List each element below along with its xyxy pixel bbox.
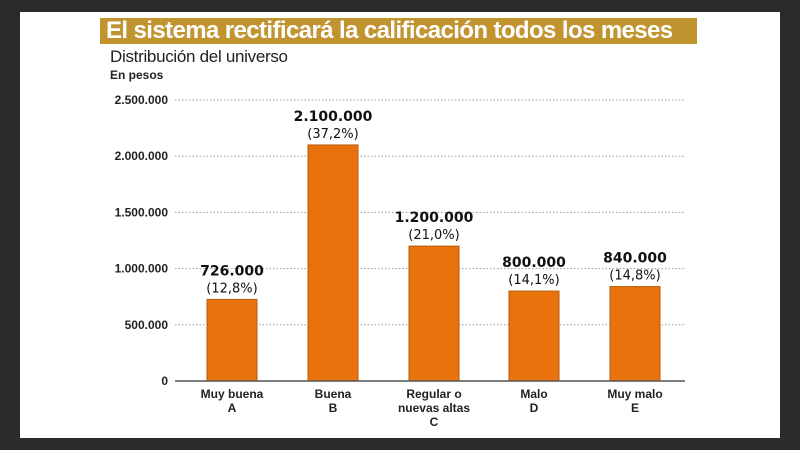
bar <box>609 286 661 382</box>
x-tick-label: Malo <box>520 387 547 401</box>
percent-label: (21,0%) <box>408 228 459 243</box>
bar <box>307 144 359 382</box>
headline: El sistema rectificará la calificación t… <box>100 18 697 44</box>
x-tick-label: A <box>228 401 237 415</box>
value-label: 1.200.000 <box>395 210 474 226</box>
y-tick-label: 2.000.000 <box>115 149 169 163</box>
y-tick-label: 1.000.000 <box>115 262 169 276</box>
chart-title: Distribución del universo <box>110 47 288 66</box>
x-tick-label: Buena <box>315 387 352 401</box>
percent-label: (14,1%) <box>508 273 559 288</box>
x-tick-label: D <box>530 401 539 415</box>
y-tick-label: 1.500.000 <box>115 205 169 219</box>
x-tick-label: Muy malo <box>607 387 662 401</box>
value-label: 726.000 <box>200 263 264 279</box>
x-tick-label: C <box>430 415 439 429</box>
bar <box>206 298 258 382</box>
y-tick-label: 0 <box>161 374 168 388</box>
percent-label: (12,8%) <box>206 281 257 296</box>
value-label: 840.000 <box>603 251 667 267</box>
y-tick-label: 500.000 <box>125 318 169 332</box>
bar <box>408 245 460 382</box>
x-tick-label: nuevas altas <box>398 401 470 415</box>
y-tick-label: 2.500.000 <box>115 93 169 107</box>
x-tick-label: Regular o <box>406 387 461 401</box>
value-label: 2.100.000 <box>294 109 373 125</box>
bar <box>508 290 560 382</box>
x-tick-label: Muy buena <box>201 387 264 401</box>
percent-label: (14,8%) <box>609 269 660 284</box>
percent-label: (37,2%) <box>307 127 358 142</box>
x-tick-label: B <box>329 401 338 415</box>
y-axis-label: En pesos <box>110 68 164 82</box>
x-tick-label: E <box>631 401 639 415</box>
value-label: 800.000 <box>502 255 566 271</box>
